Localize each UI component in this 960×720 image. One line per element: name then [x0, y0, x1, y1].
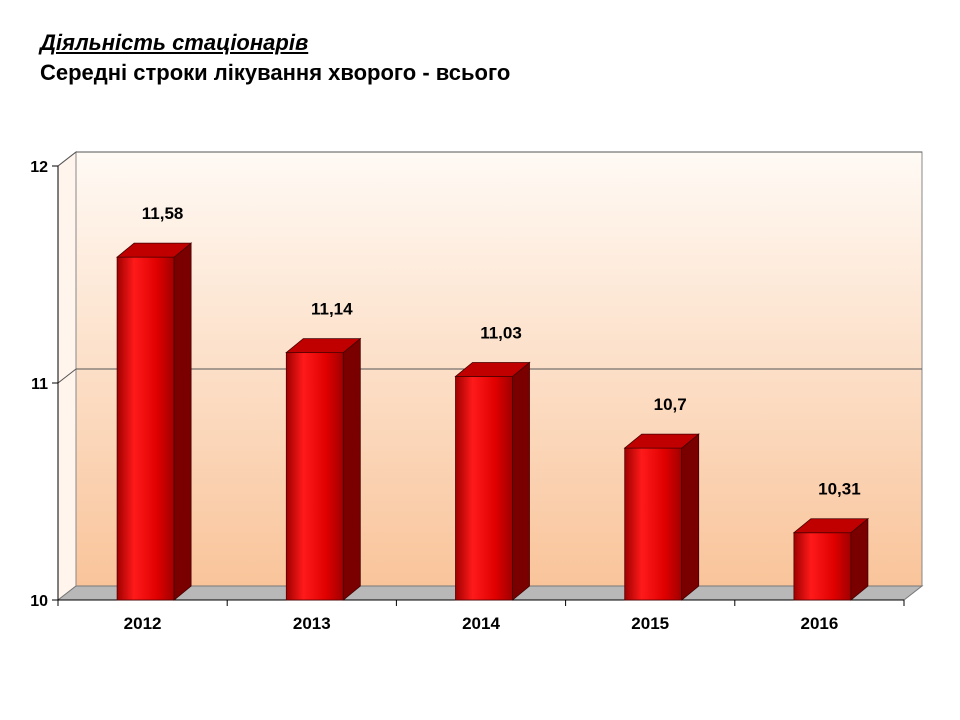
bar-side	[173, 242, 192, 601]
bar-top	[792, 518, 870, 534]
bar-top	[454, 362, 531, 377]
bar	[455, 376, 513, 601]
gridline-side	[57, 151, 77, 167]
x-tick-label: 2014	[462, 614, 500, 633]
y-tick-label: 10	[30, 593, 48, 610]
chart-title: Діяльність стаціонарів	[40, 30, 309, 55]
bar	[793, 532, 852, 601]
bar	[624, 447, 683, 601]
bar	[116, 256, 175, 601]
data-label: 11,14	[311, 300, 353, 319]
bar-side	[512, 361, 530, 601]
bar-top	[285, 338, 362, 354]
y-tick-label: 12	[30, 159, 48, 176]
x-tick-label: 2016	[800, 614, 838, 633]
bar-side	[681, 433, 700, 601]
data-label: 10,7	[654, 395, 687, 414]
x-tick-label: 2013	[293, 614, 331, 633]
bar-top	[115, 242, 193, 258]
y-tick-label: 11	[31, 376, 48, 393]
data-label: 11,03	[480, 323, 522, 342]
data-label: 10,31	[818, 480, 861, 499]
x-tick-label: 2012	[124, 614, 162, 633]
chart-subtitle: Середні строки лікування хворого - всьог…	[40, 60, 511, 85]
x-tick-label: 2015	[631, 614, 669, 633]
bar	[285, 352, 344, 601]
gridline-side	[57, 368, 77, 384]
bar-top	[623, 433, 700, 449]
data-label: 11,58	[142, 204, 184, 223]
bar-side	[342, 337, 361, 601]
